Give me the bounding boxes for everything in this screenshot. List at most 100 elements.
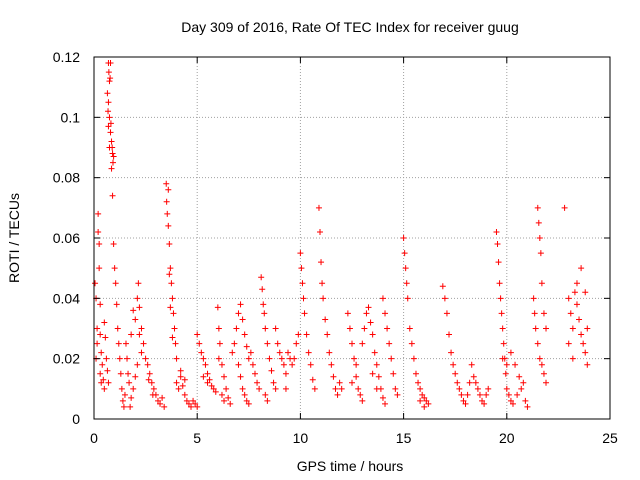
data-point xyxy=(543,325,550,332)
y-tick-label: 0.04 xyxy=(53,290,80,306)
data-point xyxy=(532,325,539,332)
data-point xyxy=(369,331,376,338)
data-point xyxy=(188,403,195,410)
data-point xyxy=(96,241,103,248)
data-point xyxy=(530,295,537,302)
data-point xyxy=(512,361,519,368)
data-point xyxy=(172,340,179,347)
data-point xyxy=(149,391,156,398)
data-point xyxy=(150,385,157,392)
y-tick-label: 0.02 xyxy=(53,351,80,367)
data-point xyxy=(113,301,120,308)
data-point xyxy=(105,123,112,130)
data-point xyxy=(578,265,585,272)
data-point xyxy=(124,355,131,362)
data-point xyxy=(167,265,174,272)
data-point xyxy=(166,271,173,278)
data-point xyxy=(132,316,139,323)
data-point xyxy=(247,349,254,356)
data-point xyxy=(115,340,122,347)
data-point xyxy=(540,310,547,317)
data-point xyxy=(206,376,213,383)
data-point xyxy=(400,235,407,241)
data-point xyxy=(241,391,248,398)
data-point xyxy=(421,394,428,401)
data-point xyxy=(285,349,292,356)
data-point xyxy=(258,274,265,281)
data-point xyxy=(470,373,477,380)
data-point xyxy=(175,385,182,392)
data-point xyxy=(536,355,543,362)
data-point xyxy=(373,385,380,392)
x-axis-label: GPS time / hours xyxy=(297,458,404,474)
data-point xyxy=(204,370,211,377)
data-point xyxy=(148,379,155,386)
data-point xyxy=(97,370,104,377)
data-point xyxy=(136,331,143,338)
data-point xyxy=(537,250,544,257)
data-point xyxy=(403,280,410,287)
data-point xyxy=(128,394,135,401)
data-point xyxy=(165,186,172,193)
data-point xyxy=(565,295,572,302)
data-point xyxy=(502,370,509,377)
chart-title: Day 309 of 2016, Rate Of TEC Index for r… xyxy=(181,19,518,35)
data-point xyxy=(326,349,333,356)
data-point xyxy=(165,222,172,229)
data-point xyxy=(173,355,180,362)
data-point xyxy=(94,325,101,332)
data-point xyxy=(204,379,211,386)
data-point xyxy=(194,403,201,410)
data-point xyxy=(120,403,127,410)
data-point xyxy=(118,385,125,392)
data-point xyxy=(107,129,114,136)
data-point xyxy=(580,340,587,347)
data-point xyxy=(351,355,358,362)
data-point xyxy=(344,310,351,317)
data-point xyxy=(315,204,322,211)
data-point xyxy=(509,400,516,407)
data-point xyxy=(208,382,215,389)
data-point xyxy=(102,334,109,341)
data-point xyxy=(353,373,360,380)
data-point xyxy=(582,349,589,356)
data-point xyxy=(134,361,141,368)
data-point xyxy=(353,361,360,368)
data-point xyxy=(464,391,471,398)
data-point xyxy=(561,204,568,211)
data-point xyxy=(192,400,199,407)
data-point xyxy=(105,108,112,115)
data-point xyxy=(443,310,450,317)
data-point xyxy=(503,385,510,392)
data-point xyxy=(538,361,545,368)
data-point xyxy=(446,331,453,338)
data-point xyxy=(105,379,112,386)
data-point xyxy=(196,340,203,347)
data-point xyxy=(214,304,221,311)
data-point xyxy=(493,228,500,235)
data-point xyxy=(110,153,117,160)
data-point xyxy=(571,289,578,296)
data-point xyxy=(107,120,114,127)
data-point xyxy=(282,385,289,392)
data-point xyxy=(95,228,102,235)
data-point xyxy=(394,391,401,398)
data-point xyxy=(116,355,123,362)
data-point xyxy=(107,75,114,82)
data-point xyxy=(417,385,424,392)
data-point xyxy=(239,385,246,392)
x-tick-label: 25 xyxy=(602,430,618,446)
x-tick-label: 0 xyxy=(90,430,98,446)
data-point xyxy=(109,159,116,166)
data-point xyxy=(163,198,170,205)
data-point xyxy=(272,325,279,332)
data-point xyxy=(363,310,370,317)
data-point xyxy=(233,325,240,332)
data-point xyxy=(458,391,465,398)
data-point xyxy=(425,400,432,407)
data-point xyxy=(367,319,374,326)
data-point xyxy=(334,391,341,398)
data-point xyxy=(494,241,501,248)
data-point xyxy=(468,361,475,368)
data-point xyxy=(300,295,307,302)
